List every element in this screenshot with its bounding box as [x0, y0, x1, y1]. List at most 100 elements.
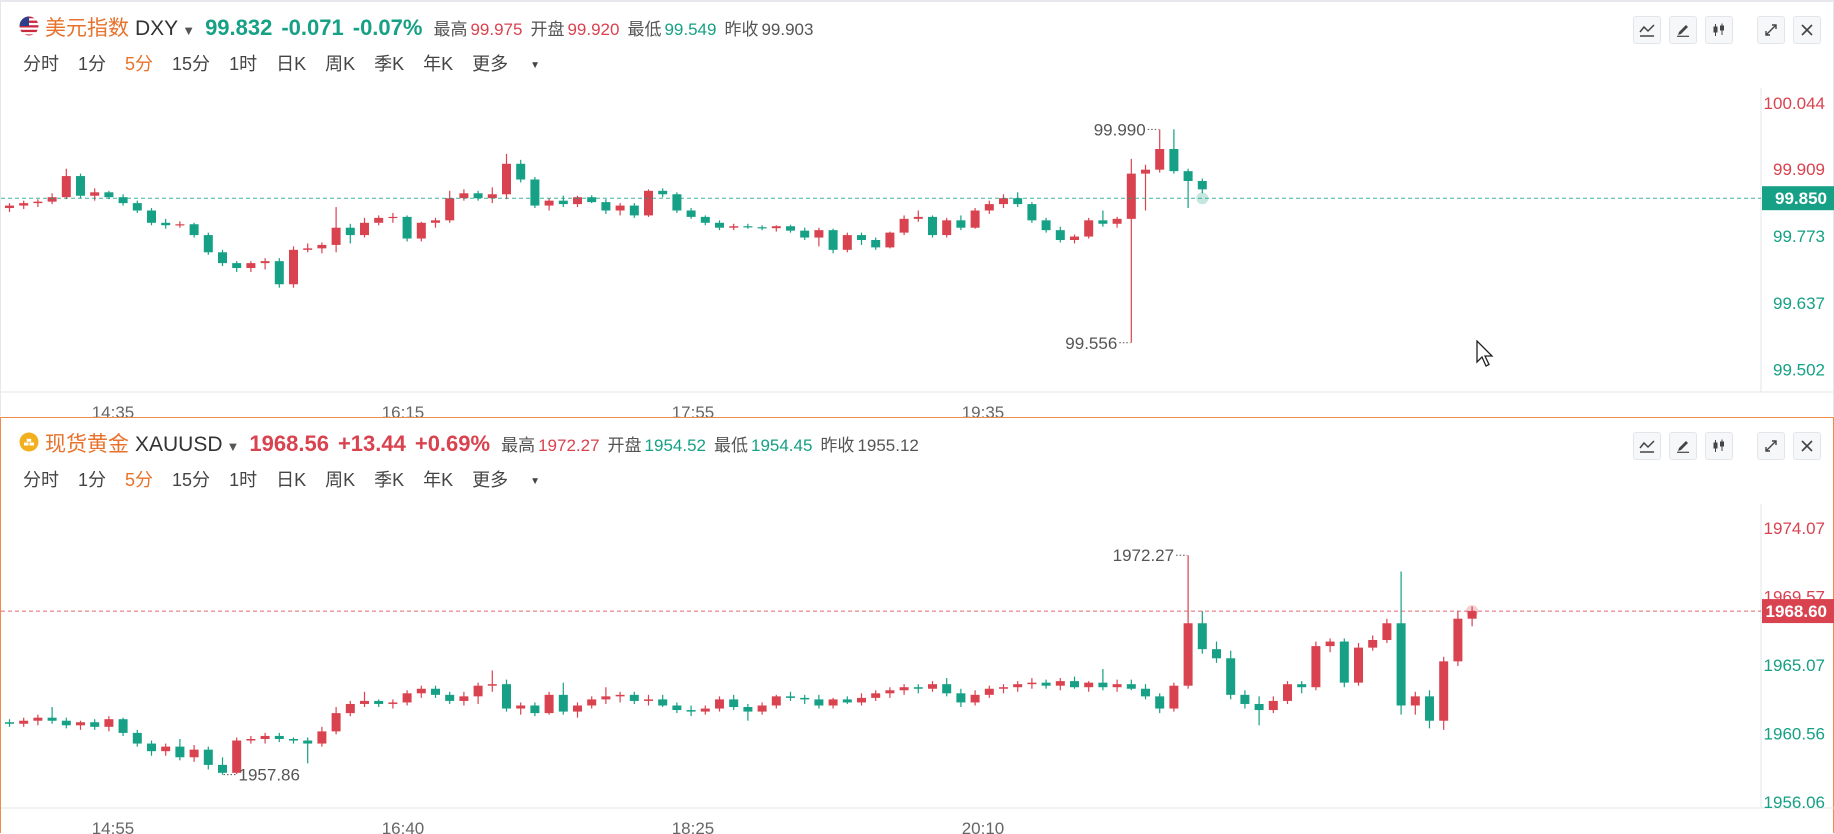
- y-tick-label: 99.909: [1773, 160, 1825, 179]
- x-tick-label: 19:35: [962, 403, 1005, 418]
- candle-body: [700, 708, 710, 712]
- last-price-tag: [1762, 186, 1834, 211]
- tab-daily[interactable]: 日K: [276, 470, 307, 490]
- tab-1min[interactable]: 1分: [78, 54, 107, 74]
- candle-body: [246, 738, 256, 741]
- close-button[interactable]: [1793, 16, 1821, 44]
- tab-daily[interactable]: 日K: [276, 54, 307, 74]
- tab-15min[interactable]: 15分: [172, 54, 211, 74]
- candle-body: [1339, 641, 1349, 683]
- close-icon: [1801, 440, 1813, 452]
- candle-body: [189, 749, 199, 758]
- draw-button[interactable]: [1669, 432, 1697, 460]
- candle-body: [33, 717, 43, 721]
- fullscreen-button[interactable]: [1757, 432, 1785, 460]
- candle-body: [416, 222, 426, 239]
- candle-body: [885, 232, 895, 248]
- tab-15min[interactable]: 15分: [172, 470, 211, 490]
- instrument-name[interactable]: 现货黄金: [45, 433, 129, 456]
- candle-body: [516, 705, 526, 709]
- candle-style-button[interactable]: [1705, 432, 1733, 460]
- candle-body: [629, 205, 639, 216]
- tab-timeshare[interactable]: 分时: [23, 470, 59, 490]
- tab-yearly[interactable]: 年K: [423, 54, 454, 74]
- tab-1hour[interactable]: 1时: [229, 470, 258, 490]
- candle-body: [218, 252, 227, 264]
- indicator-button[interactable]: [1633, 432, 1661, 460]
- more-caret-icon: ▼: [530, 59, 541, 71]
- tab-weekly[interactable]: 周K: [325, 470, 356, 490]
- candle-body: [928, 684, 937, 689]
- tab-weekly[interactable]: 周K: [325, 54, 356, 74]
- candle-body: [857, 235, 866, 240]
- candle-body: [1055, 230, 1065, 240]
- symbol-dropdown-icon[interactable]: ▼: [226, 439, 240, 454]
- candle-body: [473, 685, 483, 697]
- candle-body: [828, 699, 838, 706]
- candle-body: [90, 722, 100, 727]
- candle-body: [203, 749, 213, 765]
- candle-body: [345, 227, 355, 236]
- candle-body: [1013, 198, 1023, 205]
- dxy-candlestick-chart[interactable]: 100.044 99.909 99.773 99.637 99.502 14:35 16:1…: [1, 88, 1834, 418]
- draw-button[interactable]: [1669, 16, 1697, 44]
- low-label: 最低: [627, 20, 662, 39]
- candle-body: [161, 222, 171, 226]
- instrument-symbol[interactable]: DXY: [135, 17, 179, 40]
- candle-body: [76, 722, 85, 726]
- tab-quarterly[interactable]: 季K: [374, 470, 405, 490]
- more-caret-icon: ▼: [530, 475, 541, 487]
- indicator-button[interactable]: [1633, 16, 1661, 44]
- candle-body: [1453, 618, 1463, 662]
- candle-body: [1183, 171, 1193, 181]
- tab-timeshare[interactable]: 分时: [23, 54, 59, 74]
- candle-body: [1354, 647, 1363, 683]
- fullscreen-button[interactable]: [1757, 16, 1785, 44]
- candle-body: [715, 222, 724, 228]
- x-tick-label: 14:35: [92, 403, 135, 418]
- dxy-panel: 美元指数 DXY ▼ 99.832 -0.071 -0.07% 最高 99.97…: [0, 0, 1834, 418]
- candle-body: [431, 220, 440, 223]
- tab-1min[interactable]: 1分: [78, 470, 107, 490]
- candle-body: [303, 740, 313, 744]
- candle-body: [459, 193, 469, 199]
- candle-style-button[interactable]: [1705, 16, 1733, 44]
- tab-more[interactable]: 更多 ▼: [472, 466, 559, 492]
- candle-body: [402, 216, 412, 239]
- candle-body: [615, 694, 625, 697]
- candle-body: [1425, 696, 1434, 721]
- candle-body: [487, 194, 497, 199]
- candle-body: [402, 693, 412, 703]
- pencil-icon: [1677, 25, 1689, 37]
- candle-body: [360, 700, 369, 704]
- quote-header: 现货黄金 XAUUSD ▼ 1968.56 +13.44 +0.69% 最高 1…: [19, 428, 925, 456]
- candle-body: [899, 687, 909, 691]
- candle-body: [1084, 220, 1094, 237]
- current-price: 99.832: [205, 15, 273, 40]
- tab-quarterly[interactable]: 季K: [374, 54, 405, 74]
- tab-yearly[interactable]: 年K: [423, 470, 454, 490]
- tab-5min[interactable]: 5分: [125, 54, 154, 74]
- candle-body: [1112, 684, 1122, 688]
- close-button[interactable]: [1793, 432, 1821, 460]
- price-change: +13.44: [337, 431, 406, 456]
- min-price-label: 99.556: [1065, 334, 1117, 353]
- instrument-symbol[interactable]: XAUUSD: [135, 433, 223, 456]
- candle-body: [956, 693, 966, 703]
- indicator-icon: [1639, 24, 1655, 37]
- candle-body: [317, 244, 327, 249]
- candle-body: [1141, 688, 1150, 697]
- tab-more[interactable]: 更多 ▼: [472, 50, 559, 76]
- candle-body: [1467, 611, 1477, 619]
- candle-body: [289, 249, 298, 285]
- xauusd-candlestick-chart[interactable]: 1974.071969.571965.071960.561956.0614:55…: [1, 504, 1834, 834]
- candle-body: [416, 688, 426, 694]
- symbol-dropdown-icon[interactable]: ▼: [182, 23, 196, 38]
- candle-body: [1070, 681, 1079, 688]
- instrument-name[interactable]: 美元指数: [45, 17, 129, 40]
- candle-body: [999, 198, 1008, 205]
- candle-body: [260, 261, 270, 264]
- tab-5min[interactable]: 5分: [125, 470, 154, 490]
- tab-1hour[interactable]: 1时: [229, 54, 258, 74]
- high-label: 最高: [501, 436, 536, 455]
